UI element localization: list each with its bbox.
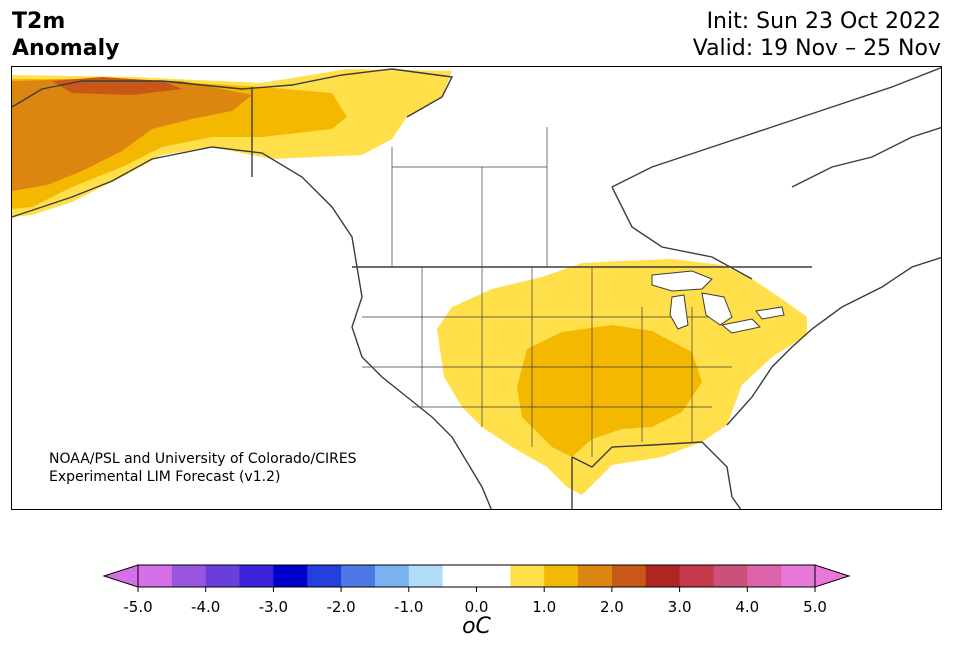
unit-text: oC bbox=[462, 614, 491, 639]
forecast-dates: Init: Sun 23 Oct 2022 Valid: 19 Nov – 25… bbox=[693, 8, 941, 62]
colorbar-cell bbox=[679, 565, 714, 587]
colorbar-tick-label: 1.0 bbox=[532, 598, 556, 616]
colorbar-tick-label: -5.0 bbox=[123, 598, 152, 616]
colorbar-cell bbox=[307, 565, 342, 587]
colorbar-tick-label: -1.0 bbox=[394, 598, 423, 616]
credit-block: NOAA/PSL and University of Colorado/CIRE… bbox=[49, 451, 357, 485]
map-canvas: NOAA/PSL and University of Colorado/CIRE… bbox=[12, 67, 941, 509]
colorbar-cell bbox=[645, 565, 681, 587]
map-title: T2m Anomaly bbox=[12, 8, 119, 62]
colorbar-tick-label: -4.0 bbox=[191, 598, 220, 616]
colorbar-cell bbox=[442, 565, 477, 587]
colorbar-cell bbox=[408, 565, 444, 587]
init-date-label: Init: Sun 23 Oct 2022 bbox=[706, 9, 941, 34]
colorbar-cell bbox=[611, 565, 647, 587]
colorbar-tick-label: -2.0 bbox=[326, 598, 355, 616]
credit-line-2: Experimental LIM Forecast (v1.2) bbox=[49, 469, 280, 485]
anomaly-map: NOAA/PSL and University of Colorado/CIRE… bbox=[11, 66, 942, 510]
colorbar-cell bbox=[374, 565, 410, 587]
valid-date-label: Valid: 19 Nov – 25 Nov bbox=[692, 36, 941, 61]
colorbar: -5.0 -4.0 -3.0 -2.0 -1.0 0.0 1.0 2.0 3.0 4.0 5.0 bbox=[102, 564, 851, 616]
anomaly-region-conus-gold bbox=[517, 325, 702, 457]
great-lakes bbox=[651, 270, 785, 334]
title-line-1: T2m bbox=[12, 9, 66, 34]
colorbar-cell bbox=[544, 565, 579, 587]
colorbar-tick-label: 4.0 bbox=[735, 598, 759, 616]
boundaries bbox=[12, 67, 941, 509]
colorbar-cell bbox=[747, 565, 782, 587]
colorbar-cell bbox=[138, 565, 173, 587]
colorbar-cell bbox=[239, 565, 274, 587]
colorbar-tick-label: 0.0 bbox=[465, 598, 489, 616]
colorbar-cell bbox=[510, 565, 545, 587]
colorbar-cell bbox=[273, 565, 308, 587]
colorbar-tick-label: 2.0 bbox=[600, 598, 624, 616]
colorbar-ticks: -5.0 -4.0 -3.0 -2.0 -1.0 0.0 1.0 2.0 3.0 4.0 5.0 bbox=[123, 587, 827, 616]
colorbar-cell bbox=[781, 565, 816, 587]
colorbar-cell bbox=[341, 565, 376, 587]
colorbar-cells bbox=[138, 565, 816, 587]
anomaly-region-alaska-orange bbox=[12, 79, 252, 191]
colorbar-arrow-high bbox=[814, 564, 851, 588]
colorbar-unit-label: oC bbox=[0, 614, 953, 639]
colorbar-tick-label: -3.0 bbox=[259, 598, 288, 616]
colorbar-cell bbox=[205, 565, 241, 587]
colorbar-cell bbox=[578, 565, 613, 587]
state-lines bbox=[362, 127, 732, 457]
colorbar-cell bbox=[171, 565, 207, 587]
colorbar-arrow-low bbox=[102, 564, 139, 588]
credit-line-1: NOAA/PSL and University of Colorado/CIRE… bbox=[49, 451, 357, 467]
title-line-2: Anomaly bbox=[12, 36, 120, 61]
colorbar-cell bbox=[476, 565, 511, 587]
colorbar-tick-label: 5.0 bbox=[803, 598, 827, 616]
colorbar-tick-label: 3.0 bbox=[668, 598, 692, 616]
colorbar-cell bbox=[713, 565, 748, 587]
